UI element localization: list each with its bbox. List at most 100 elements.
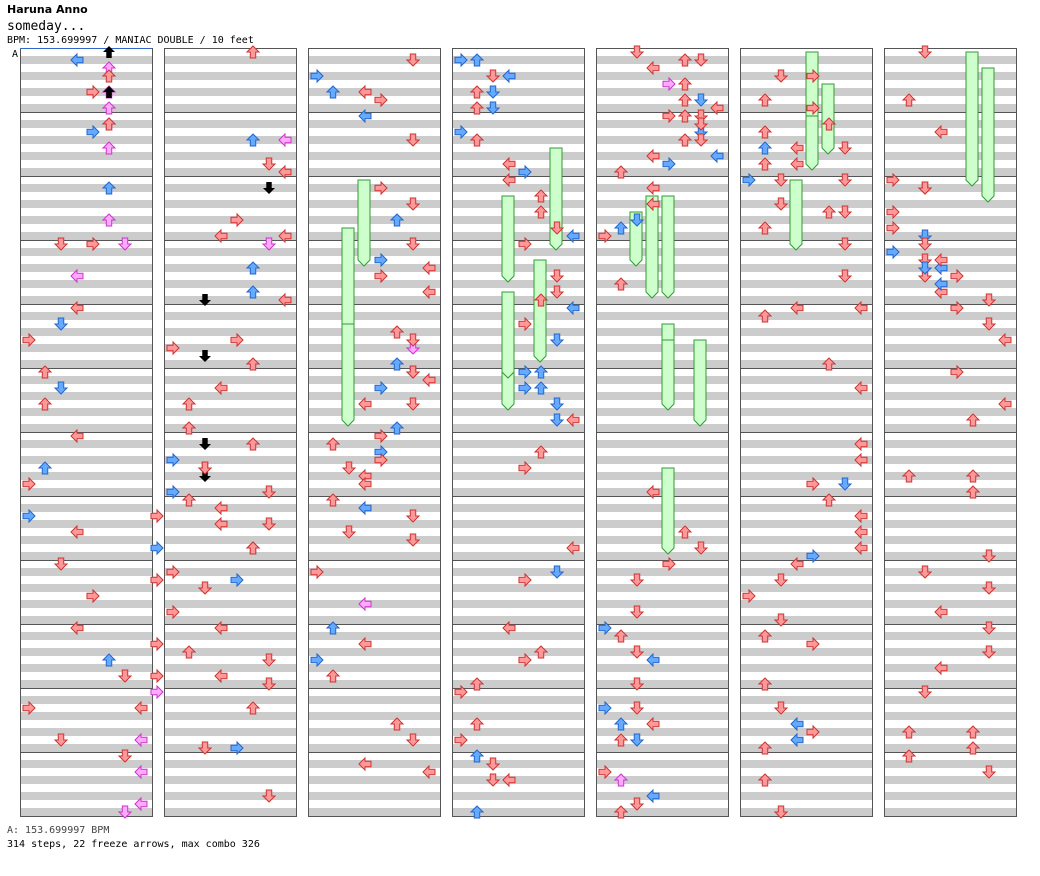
beat-stripe xyxy=(20,488,152,496)
beat-stripe xyxy=(884,632,1016,640)
beat-stripe xyxy=(164,632,296,640)
beat-stripe xyxy=(884,664,1016,672)
beat-stripe xyxy=(20,616,152,624)
step-arrow xyxy=(454,124,468,140)
step-arrow xyxy=(469,749,485,763)
step-arrow xyxy=(405,509,421,523)
beat-stripe xyxy=(164,376,296,384)
step-arrow xyxy=(533,205,549,219)
beat-stripe xyxy=(308,392,440,400)
beat-stripe xyxy=(596,632,728,640)
beat-stripe xyxy=(308,648,440,656)
step-arrow xyxy=(70,300,84,316)
beat-stripe xyxy=(164,552,296,560)
step-arrow xyxy=(693,53,709,67)
step-arrow xyxy=(917,685,933,699)
beat-stripe xyxy=(20,712,152,720)
step-arrow xyxy=(613,805,629,819)
step-arrow xyxy=(518,460,532,476)
beat-stripe xyxy=(884,696,1016,704)
step-arrow xyxy=(773,197,789,211)
freeze-arrow xyxy=(693,339,707,427)
beat-stripe xyxy=(20,200,152,208)
step-arrow xyxy=(965,725,981,739)
beat-stripe xyxy=(20,808,152,816)
beat-stripe xyxy=(20,424,152,432)
step-arrow xyxy=(981,549,997,563)
step-arrow xyxy=(103,46,115,58)
beat-stripe xyxy=(452,232,584,240)
beat-stripe xyxy=(308,264,440,272)
beat-stripe xyxy=(164,296,296,304)
step-arrow xyxy=(533,293,549,307)
step-arrow xyxy=(454,684,468,700)
beat-stripe xyxy=(596,168,728,176)
step-arrow xyxy=(806,636,820,652)
step-arrow xyxy=(150,684,164,700)
beat-stripe xyxy=(884,568,1016,576)
step-arrow xyxy=(325,437,341,451)
step-arrow xyxy=(613,277,629,291)
step-arrow xyxy=(214,668,228,684)
step-arrow xyxy=(86,588,100,604)
freeze-arrow xyxy=(661,339,675,411)
step-arrow xyxy=(245,285,261,299)
beat-stripe xyxy=(452,168,584,176)
step-arrow xyxy=(358,596,372,612)
step-arrow xyxy=(101,69,117,83)
freeze-arrow xyxy=(661,467,675,555)
step-arrow xyxy=(854,436,868,452)
freeze-arrow xyxy=(341,323,355,427)
step-arrow xyxy=(901,749,917,763)
beat-stripe xyxy=(452,696,584,704)
beat-stripe xyxy=(308,312,440,320)
beat-stripe xyxy=(308,168,440,176)
beat-stripe xyxy=(884,456,1016,464)
beat-stripe xyxy=(884,136,1016,144)
step-arrow xyxy=(278,132,292,148)
measure-box xyxy=(452,752,585,817)
beat-stripe xyxy=(164,808,296,816)
beat-stripe xyxy=(452,504,584,512)
freeze-arrow xyxy=(805,115,819,171)
beat-stripe xyxy=(164,328,296,336)
step-arrow xyxy=(261,237,277,251)
beat-stripe xyxy=(596,456,728,464)
step-arrow xyxy=(629,701,645,715)
beat-stripe xyxy=(452,600,584,608)
beat-stripe xyxy=(884,392,1016,400)
beat-stripe xyxy=(740,680,872,688)
beat-stripe xyxy=(740,248,872,256)
beat-stripe xyxy=(452,488,584,496)
step-arrow xyxy=(854,540,868,556)
freeze-arrow xyxy=(981,67,995,203)
step-arrow xyxy=(613,717,629,731)
measure-box xyxy=(596,752,729,817)
beat-stripe xyxy=(20,408,152,416)
step-arrow xyxy=(934,604,948,620)
beat-stripe xyxy=(740,408,872,416)
step-arrow xyxy=(629,605,645,619)
step-arrow xyxy=(502,772,516,788)
step-arrow xyxy=(358,84,372,100)
step-arrow xyxy=(806,68,820,84)
beat-stripe xyxy=(308,72,440,80)
beat-stripe xyxy=(740,472,872,480)
step-arrow xyxy=(325,85,341,99)
step-arrow xyxy=(310,564,324,580)
step-arrow xyxy=(166,484,180,500)
step-arrow xyxy=(405,237,421,251)
step-arrow xyxy=(197,461,213,475)
beat-stripe xyxy=(20,632,152,640)
step-arrow xyxy=(469,101,485,115)
step-arrow xyxy=(230,572,244,588)
beat-stripe xyxy=(596,792,728,800)
beat-stripe xyxy=(308,632,440,640)
beat-stripe xyxy=(452,584,584,592)
step-stats: 314 steps, 22 freeze arrows, max combo 3… xyxy=(7,839,260,850)
step-arrow xyxy=(469,85,485,99)
step-arrow xyxy=(566,228,580,244)
step-arrow xyxy=(757,221,773,235)
freeze-arrow xyxy=(357,179,371,267)
step-arrow xyxy=(646,484,660,500)
